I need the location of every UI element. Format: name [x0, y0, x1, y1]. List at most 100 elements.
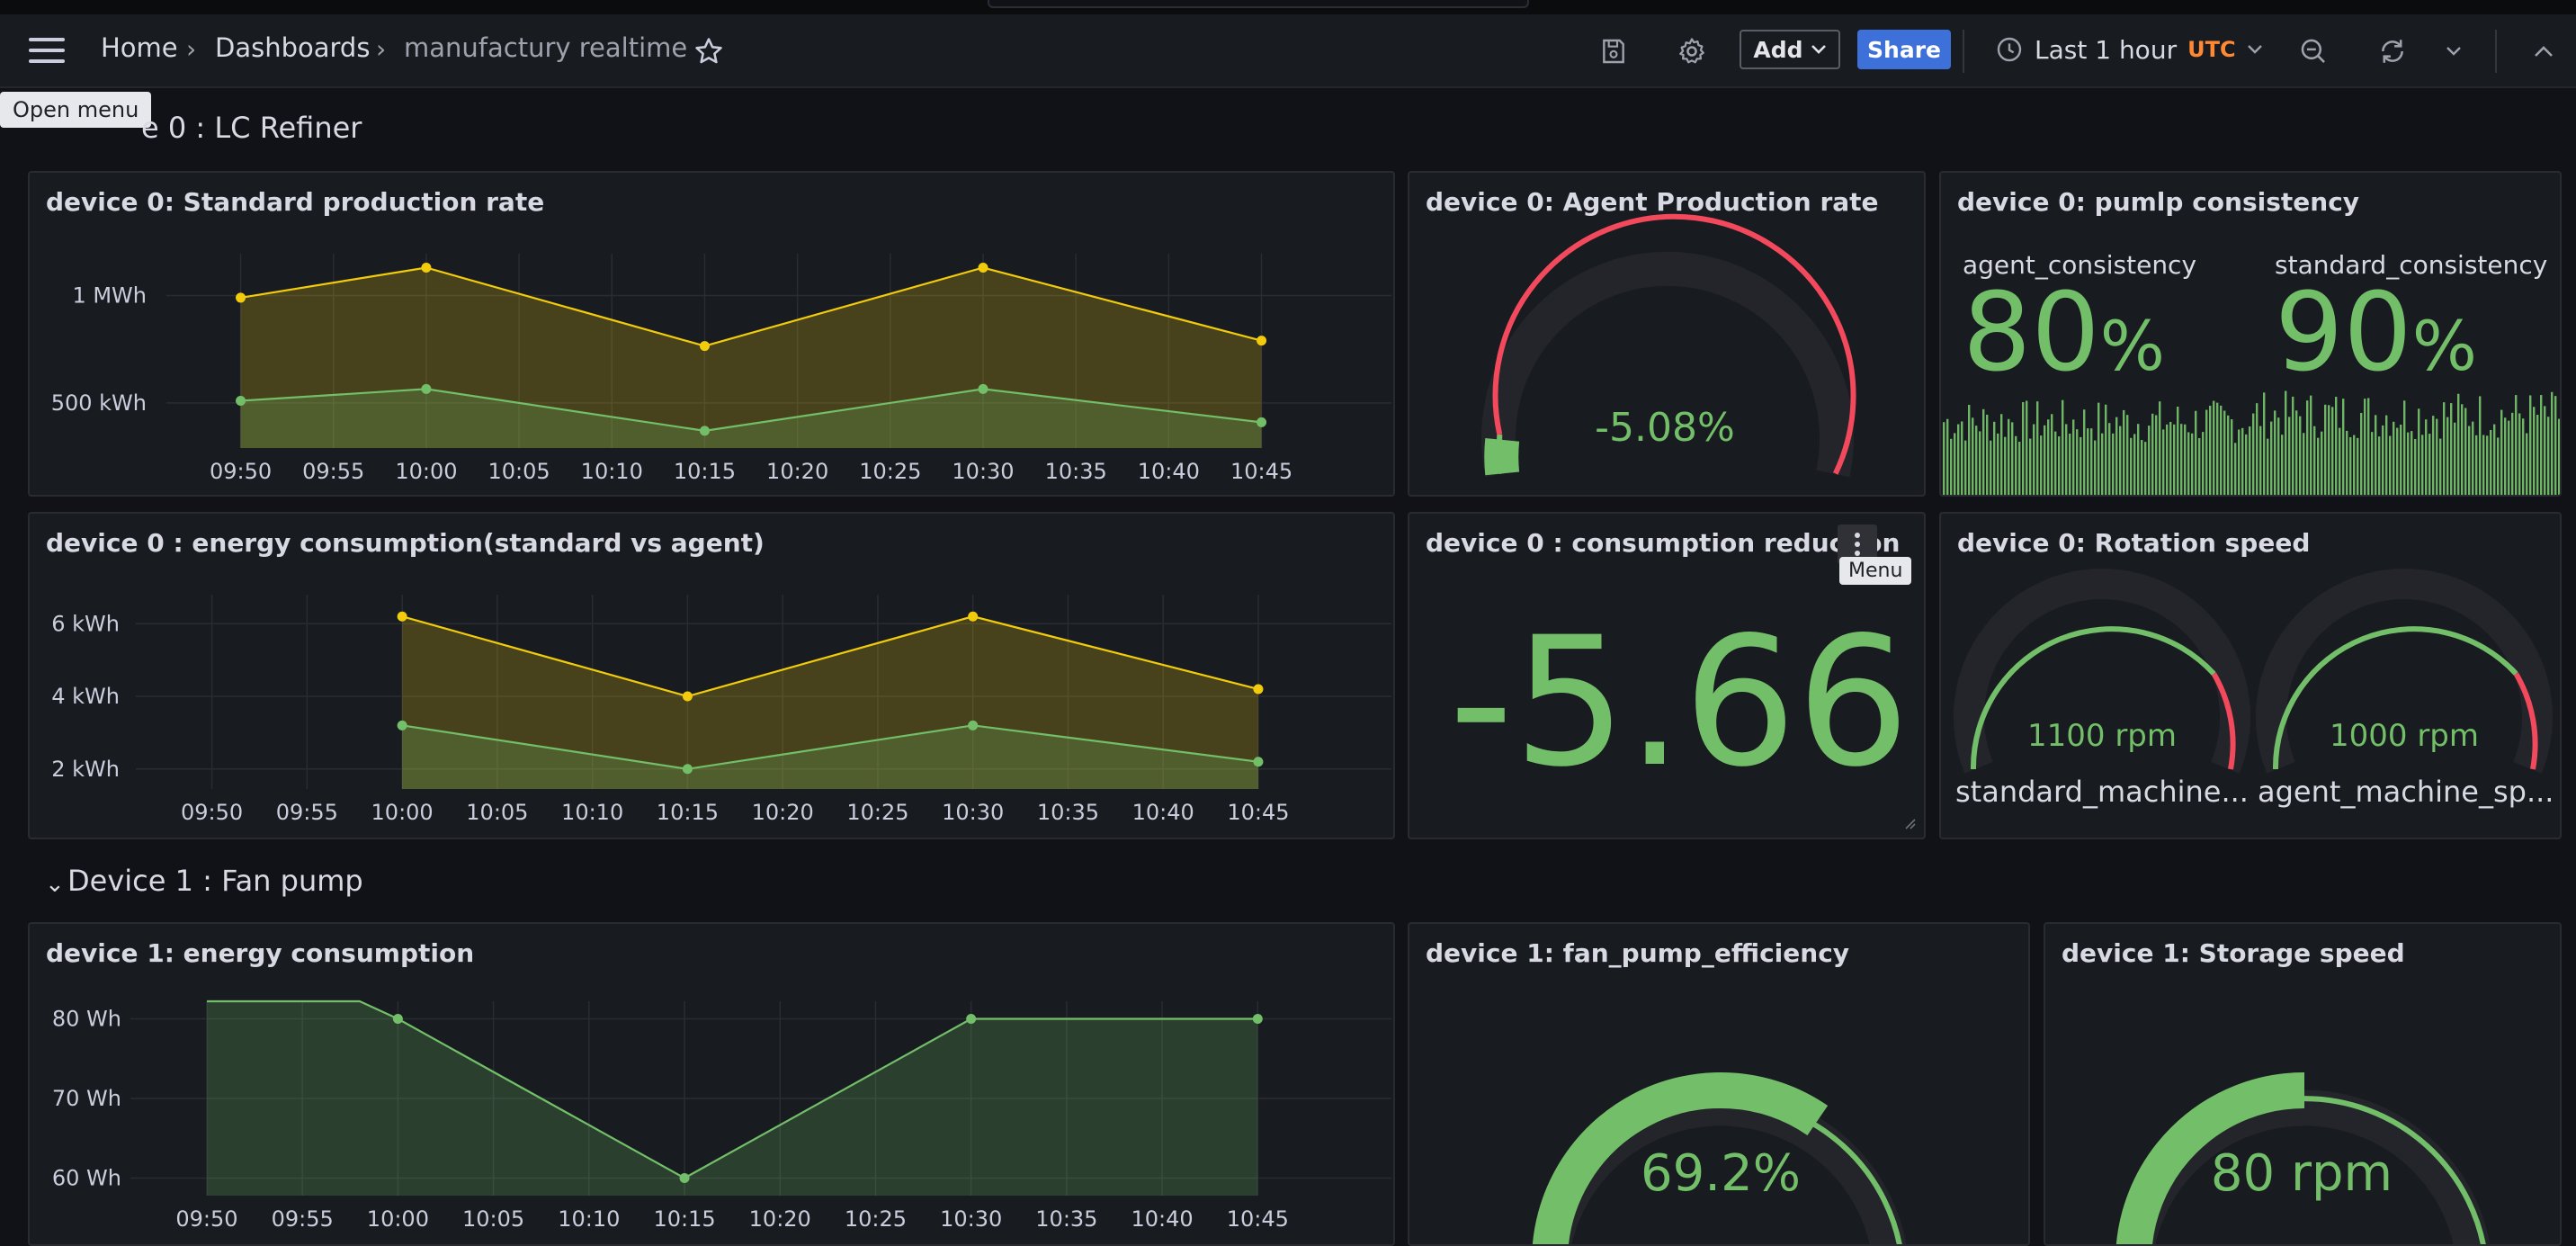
data-point[interactable] — [397, 611, 407, 622]
data-point[interactable] — [1257, 336, 1267, 346]
data-point[interactable] — [966, 1013, 977, 1024]
gauge: -5.08% — [1481, 213, 1856, 478]
sparkline-bar — [2313, 426, 2316, 495]
sparkline-bar — [2396, 427, 2399, 495]
sparkline-bar — [2227, 415, 2230, 495]
data-point[interactable] — [682, 764, 693, 775]
sparkline-bar — [2414, 438, 2417, 495]
data-point[interactable] — [1253, 684, 1264, 695]
panel-storage-speed[interactable]: device 1: Storage speed 80 rpm — [2044, 922, 2562, 1246]
data-point[interactable] — [397, 720, 407, 731]
sparkline-bar — [2335, 397, 2338, 495]
panel-energy-consumption-standard-vs-agent[interactable]: device 0 : energy consumption(standard v… — [28, 512, 1395, 839]
sparkline-bar — [2497, 437, 2500, 495]
x-tick-label: 10:40 — [1132, 800, 1194, 825]
sparkline-bar — [2054, 431, 2057, 495]
gauge: 1000 rpm — [2256, 569, 2553, 774]
breadcrumb-home[interactable]: Home — [101, 32, 178, 63]
y-tick-label: 2 kWh — [51, 757, 120, 782]
menu-icon[interactable] — [29, 38, 70, 70]
sparkline-bar — [2044, 425, 2046, 495]
sparkline-bar — [1993, 421, 1996, 495]
sparkline-bar — [2486, 435, 2489, 495]
zoom-out-icon[interactable] — [2292, 30, 2335, 73]
breadcrumb-separator: › — [376, 34, 387, 64]
data-point[interactable] — [679, 1173, 690, 1184]
sparkline-bar — [2446, 417, 2449, 495]
x-tick-label: 10:00 — [371, 800, 434, 825]
share-button[interactable]: Share — [1857, 30, 1951, 69]
data-point[interactable] — [968, 611, 979, 622]
data-point[interactable] — [421, 383, 432, 394]
panel-rotation-speed[interactable]: device 0: Rotation speed 1100 rpm 1000 r… — [1939, 512, 2562, 839]
data-point[interactable] — [682, 691, 693, 702]
chevron-down-icon[interactable] — [2432, 30, 2475, 73]
search-box[interactable] — [988, 0, 1529, 8]
sparkline-bar — [1982, 408, 1985, 495]
sparkline-bar — [2026, 400, 2028, 495]
row-title-device-0[interactable]: e 0 : LC Refiner — [141, 111, 362, 145]
sparkline-bar — [1954, 433, 1956, 495]
top-strip — [0, 0, 2576, 14]
panel-fan-pump-efficiency[interactable]: device 1: fan_pump_efficiency 69.2% — [1408, 922, 2030, 1246]
x-tick-label: 10:45 — [1227, 1206, 1289, 1232]
sparkline-bar — [2425, 419, 2428, 495]
sparkline-bar — [1946, 418, 1949, 495]
sparkline-bar — [2475, 435, 2478, 495]
panel-pump-consistency[interactable]: device 0: pumlp consistency agent_consis… — [1939, 171, 2562, 497]
refresh-icon[interactable] — [2371, 30, 2414, 73]
stat-value: 80% — [1963, 271, 2165, 396]
panel-title: device 0 : consumption reduction — [1426, 528, 1901, 558]
sparkline-bar — [2443, 402, 2446, 495]
data-point[interactable] — [236, 292, 246, 303]
sparkline-bar — [1975, 426, 1978, 495]
panel-agent-production-rate[interactable]: device 0: Agent Production rate -5.08% — [1408, 171, 1926, 497]
sparkline-bar — [2482, 435, 2485, 495]
data-point[interactable] — [392, 1013, 403, 1024]
chevron-up-icon[interactable] — [2522, 30, 2565, 73]
row-collapse-chevron[interactable]: ⌄ — [45, 871, 65, 898]
save-icon[interactable] — [1592, 30, 1635, 73]
x-tick-label: 10:35 — [1035, 1206, 1097, 1232]
sparkline-bar — [2360, 412, 2363, 495]
sparkline-bar — [2252, 413, 2255, 495]
x-tick-label: 10:10 — [561, 800, 623, 825]
data-point[interactable] — [1252, 1013, 1263, 1024]
data-point[interactable] — [978, 383, 988, 394]
x-tick-label: 10:15 — [657, 800, 719, 825]
breadcrumb-dashboards[interactable]: Dashboards — [215, 32, 371, 63]
sparkline-bar — [2202, 432, 2205, 495]
data-point[interactable] — [699, 426, 710, 436]
sparkline-bar — [2195, 410, 2197, 495]
x-tick-label: 10:25 — [859, 459, 921, 484]
sparkline-bar — [2198, 437, 2201, 495]
star-icon[interactable] — [687, 30, 730, 73]
data-point[interactable] — [1253, 757, 1264, 767]
data-point[interactable] — [699, 341, 710, 352]
panel-standard-production-rate[interactable]: device 0: Standard production rate 09:50… — [28, 171, 1395, 497]
sparkline-bar — [2364, 399, 2366, 495]
data-point[interactable] — [968, 720, 979, 731]
sparkline-bar — [2151, 413, 2154, 495]
panel-title: device 0: Standard production rate — [46, 187, 545, 217]
row-title-device-1[interactable]: Device 1 : Fan pump — [67, 864, 363, 898]
time-range-picker[interactable]: Last 1 hour UTC — [1995, 30, 2263, 69]
sparkline-bar — [2083, 409, 2086, 495]
gauge-fill — [1532, 1071, 1829, 1244]
add-button[interactable]: Add — [1740, 30, 1840, 69]
gear-icon[interactable] — [1670, 30, 1713, 73]
sparkline-bar — [2270, 421, 2273, 495]
panel-consumption-reduction[interactable]: device 0 : consumption reduction Menu -5… — [1408, 512, 1926, 839]
resize-handle-icon[interactable] — [1904, 818, 1917, 830]
data-point[interactable] — [421, 263, 432, 273]
sparkline-bar — [2457, 393, 2460, 495]
sparkline-bar — [2295, 410, 2298, 495]
data-point[interactable] — [236, 395, 246, 406]
sparkline-bar — [2162, 429, 2165, 495]
data-point[interactable] — [978, 263, 988, 273]
panel-device1-energy-consumption[interactable]: device 1: energy consumption 09:50 09:55 1… — [28, 922, 1395, 1246]
timeseries-chart: 09:50 09:55 10:00 10:05 10:10 10:15 10:20 10:25… — [51, 595, 1391, 825]
data-point[interactable] — [1257, 417, 1267, 427]
sparkline-bar — [2022, 402, 2025, 495]
x-tick-label: 10:00 — [367, 1206, 429, 1232]
